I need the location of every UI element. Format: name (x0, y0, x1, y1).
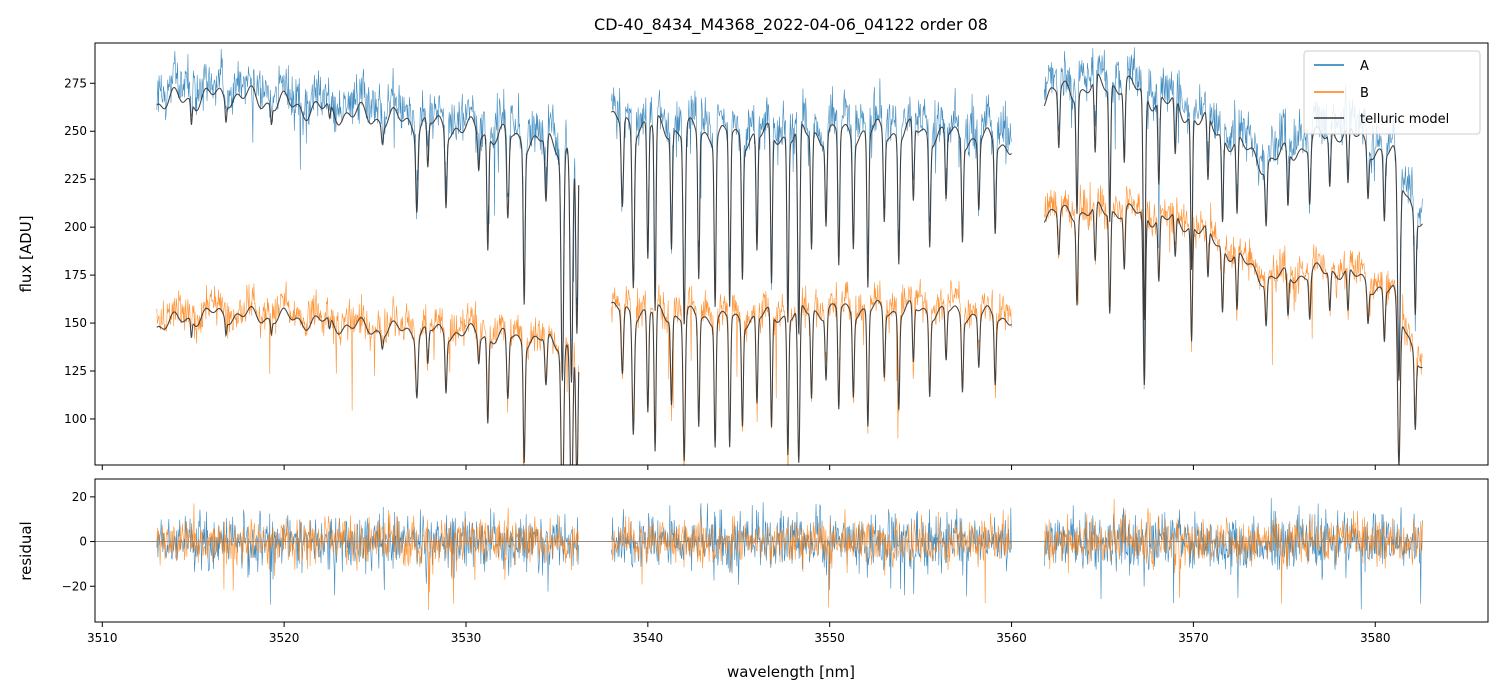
flux-y-tick-label-100: 100 (64, 412, 87, 426)
residual-b-segment-2 (1044, 499, 1423, 604)
flux-y-tick-label-175: 175 (64, 268, 87, 282)
residual-panel-frame (94, 478, 1489, 623)
chart-title: CD-40_8434_M4368_2022-04-06_04122 order … (594, 15, 988, 35)
x-tick-label-3550: 3550 (814, 631, 845, 645)
residual-y-label: residual (17, 521, 35, 580)
legend-label-b: B (1360, 86, 1369, 101)
telluric-model-b-segment-2 (1043, 201, 1423, 465)
residual-b-segment-1 (611, 509, 1012, 608)
residual-y-ticks: −20 0 20 (62, 490, 95, 593)
series-b-residual (156, 499, 1423, 611)
telluric-model-a-segment-0 (156, 85, 580, 383)
telluric-model-a-segment-1 (611, 110, 1012, 334)
flux-y-ticks: 100 125 150 175 200 225 250 275 (64, 76, 95, 426)
residual-y-tick-label-20: 20 (72, 490, 87, 504)
residual-x-ticks: 3510 3520 3530 3540 3550 3560 3570 3580 (87, 622, 1391, 645)
flux-x-ticks (101, 465, 1376, 470)
flux-panel-frame (94, 42, 1489, 466)
residual-y-tick-label-0: 0 (79, 535, 87, 549)
flux-y-tick-label-250: 250 (64, 124, 87, 138)
x-tick-label-3540: 3540 (633, 631, 664, 645)
x-tick-label-3580: 3580 (1360, 631, 1391, 645)
flux-y-tick-label-150: 150 (64, 316, 87, 330)
legend-label-a: A (1360, 59, 1369, 74)
x-tick-label-3570: 3570 (1178, 631, 1209, 645)
flux-y-tick-label-225: 225 (64, 172, 87, 186)
flux-panel: 100 125 150 175 200 225 250 275 flux [ADU] A B … (17, 42, 1489, 470)
residual-b-segment-0 (156, 503, 579, 611)
x-tick-label-3560: 3560 (996, 631, 1027, 645)
flux-y-tick-label-125: 125 (64, 364, 87, 378)
residual-a-segment-2 (1043, 498, 1423, 610)
legend: A B telluric model (1303, 50, 1481, 135)
x-tick-label-3520: 3520 (269, 631, 300, 645)
x-tick-label-3510: 3510 (87, 631, 118, 645)
flux-y-tick-label-275: 275 (64, 76, 87, 90)
x-tick-label-3530: 3530 (451, 631, 482, 645)
telluric-model-b-segment-1 (611, 299, 1012, 463)
flux-y-tick-label-200: 200 (64, 220, 87, 234)
telluric-model-b-segment-0 (156, 305, 580, 465)
legend-label-telluric: telluric model (1360, 112, 1449, 127)
x-axis-label: wavelength [nm] (727, 663, 855, 681)
residual-a-segment-1 (611, 502, 1012, 597)
flux-y-label: flux [ADU] (17, 215, 35, 292)
residual-y-tick-label--20: −20 (62, 579, 87, 593)
legend-box (1303, 50, 1481, 135)
